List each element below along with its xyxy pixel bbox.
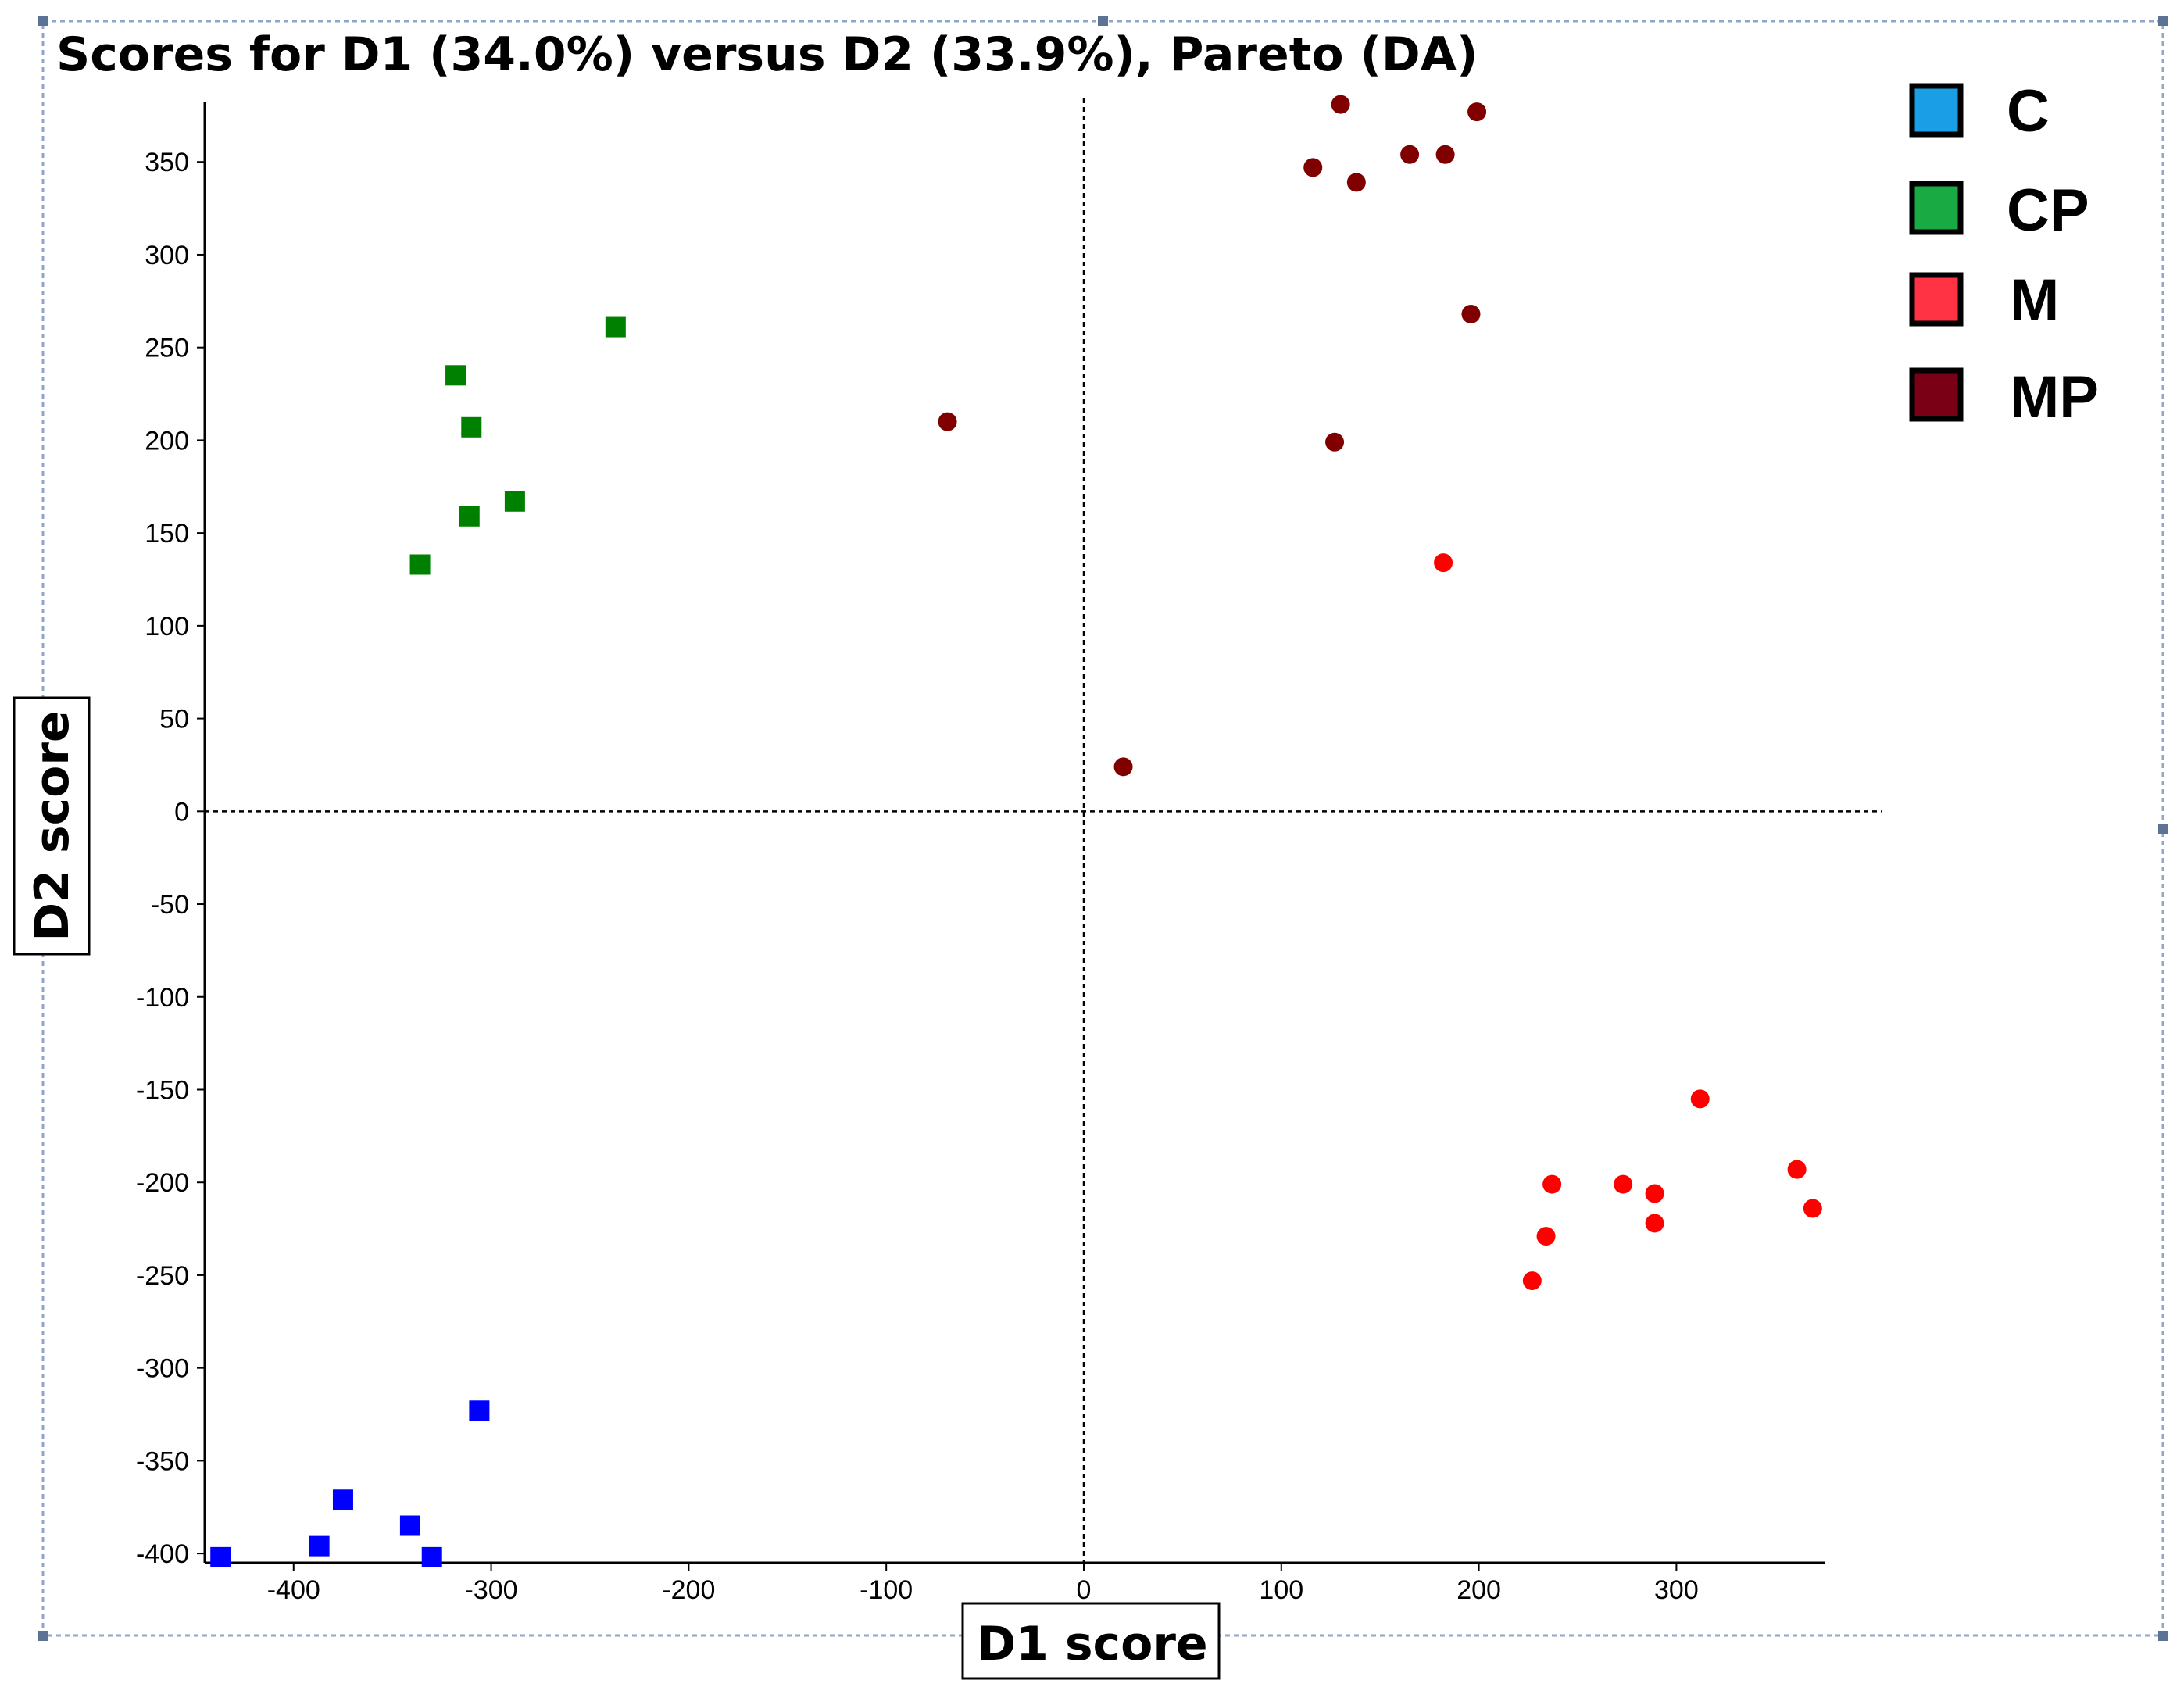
y-tick-label: 250 <box>145 334 189 363</box>
point-mp[interactable] <box>938 412 957 431</box>
point-m[interactable] <box>1536 1227 1556 1246</box>
x-tick-label: 100 <box>1259 1575 1303 1605</box>
chart-title: Scores for D1 (34.0%) versus D2 (33.9%),… <box>56 27 1478 82</box>
point-c[interactable] <box>332 1489 353 1510</box>
point-c[interactable] <box>399 1515 420 1536</box>
x-tick-label: 200 <box>1457 1575 1501 1605</box>
y-tick-label: -50 <box>151 890 189 920</box>
point-c[interactable] <box>210 1546 231 1567</box>
legend-label-cp: CP <box>2007 177 2089 244</box>
resize-handle-top-center[interactable] <box>1098 16 1108 26</box>
x-tick-label: -400 <box>267 1575 320 1605</box>
y-tick-label: -200 <box>136 1168 189 1198</box>
point-m[interactable] <box>1787 1160 1807 1179</box>
legend-swatch-cp <box>1909 181 1964 235</box>
point-c[interactable] <box>309 1535 330 1557</box>
x-tick-label: 0 <box>1077 1575 1092 1605</box>
point-mp[interactable] <box>1303 158 1323 177</box>
resize-handle-top-left[interactable] <box>38 16 48 26</box>
legend-swatch-c <box>1909 83 1964 138</box>
plot-frame <box>41 20 2164 1637</box>
point-m[interactable] <box>1645 1184 1664 1203</box>
point-c[interactable] <box>469 1400 490 1421</box>
y-tick-label: -250 <box>136 1261 189 1291</box>
x-axis-label: D1 score <box>977 1617 1207 1671</box>
point-cp[interactable] <box>445 365 466 386</box>
legend-label-mp: MP <box>2010 364 2099 431</box>
x-tick-label: -200 <box>662 1575 715 1605</box>
y-tick-label: -350 <box>136 1446 189 1476</box>
y-tick-label: -150 <box>136 1075 189 1105</box>
y-axis-label-frame <box>13 696 91 956</box>
y-tick-label: 200 <box>145 426 189 456</box>
point-mp[interactable] <box>1400 145 1420 164</box>
resize-handle-bottom-left[interactable] <box>38 1631 48 1641</box>
point-m[interactable] <box>1614 1174 1633 1194</box>
point-mp[interactable] <box>1325 432 1345 452</box>
y-tick-label: -400 <box>136 1539 189 1569</box>
y-tick-label: 100 <box>145 612 189 642</box>
y-tick-label: -300 <box>136 1354 189 1384</box>
point-c[interactable] <box>421 1546 442 1567</box>
legend-swatch-mp <box>1909 367 1964 422</box>
point-cp[interactable] <box>461 416 482 438</box>
x-tick-label: 300 <box>1654 1575 1699 1605</box>
y-axis-label-box: D2 score <box>13 696 91 956</box>
y-tick-label: 50 <box>159 705 189 735</box>
x-tick-label: -100 <box>860 1575 913 1605</box>
x-axis-label-frame <box>961 1602 1221 1680</box>
point-mp[interactable] <box>1113 757 1133 777</box>
point-cp[interactable] <box>459 506 480 527</box>
resize-handle-right-middle[interactable] <box>2158 824 2168 834</box>
x-axis-label-box: D1 score <box>961 1602 1221 1680</box>
y-tick-label: 300 <box>145 241 189 270</box>
point-cp[interactable] <box>504 491 525 512</box>
point-mp[interactable] <box>1435 145 1455 164</box>
point-m[interactable] <box>1434 553 1453 573</box>
legend-label-m: M <box>2010 267 2059 334</box>
legend-label-c: C <box>2007 78 2050 145</box>
point-cp[interactable] <box>409 554 431 575</box>
point-cp[interactable] <box>605 316 626 338</box>
point-m[interactable] <box>1542 1174 1562 1194</box>
legend: C CP M MP <box>1909 78 2099 431</box>
point-mp[interactable] <box>1346 173 1366 192</box>
y-tick-label: -100 <box>136 983 189 1013</box>
point-mp[interactable] <box>1331 95 1350 114</box>
x-tick-label: -300 <box>465 1575 518 1605</box>
point-m[interactable] <box>1803 1199 1822 1218</box>
y-tick-label: 350 <box>145 148 189 177</box>
y-tick-label: 0 <box>174 797 189 827</box>
legend-swatch-m <box>1909 272 1964 327</box>
resize-handle-bottom-right[interactable] <box>2158 1631 2168 1641</box>
resize-handle-top-right[interactable] <box>2158 16 2168 26</box>
point-m[interactable] <box>1522 1271 1542 1291</box>
y-axis-label: D2 score <box>25 710 80 941</box>
data-points <box>210 95 1822 1567</box>
point-mp[interactable] <box>1467 102 1487 122</box>
point-mp[interactable] <box>1461 304 1481 323</box>
point-m[interactable] <box>1645 1214 1664 1233</box>
y-tick-label: 150 <box>145 519 189 549</box>
point-m[interactable] <box>1690 1089 1710 1109</box>
axes: -400 -300 -200 -100 0 100 200 300 350 300 250 200 15… <box>136 98 1882 1605</box>
